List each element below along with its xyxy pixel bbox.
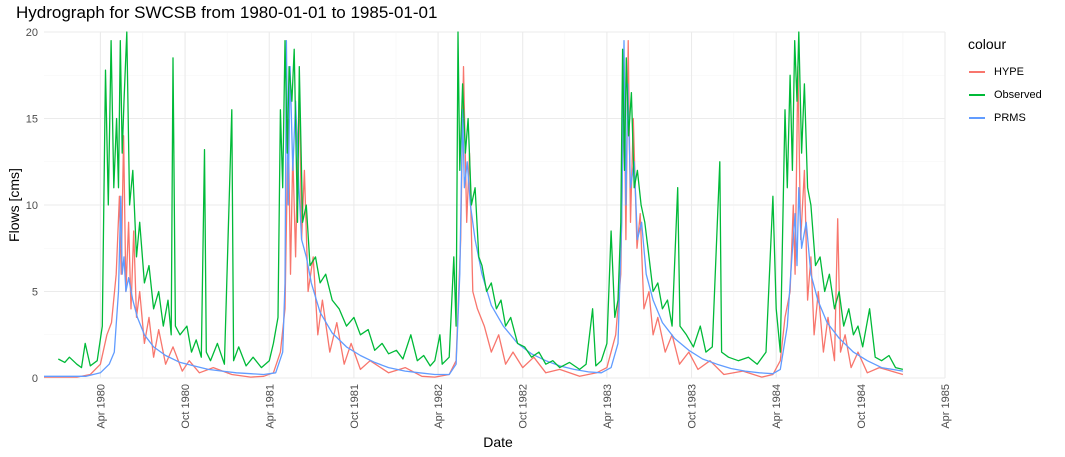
legend-label: Observed — [994, 88, 1042, 101]
series-line-observed — [57, 31, 904, 371]
x-axis-title: Date — [483, 434, 513, 450]
legend-label: HYPE — [994, 65, 1024, 78]
y-axis-title: Flows [cms] — [6, 168, 22, 242]
legend-key-swatch — [969, 116, 985, 119]
grid — [44, 31, 946, 379]
legend-key-swatch — [969, 70, 985, 73]
legend-key-swatch — [969, 93, 985, 96]
y-tick-label: 10 — [26, 200, 38, 212]
x-tick-label: Oct 1982 — [518, 384, 530, 429]
legend-item-prms: PRMS — [968, 106, 1042, 129]
x-tick-label: Apr 1980 — [95, 384, 107, 429]
x-tick-label: Apr 1982 — [433, 384, 445, 429]
chart-title: Hydrograph for SWCSB from 1980-01-01 to … — [16, 3, 438, 22]
y-tick-label: 20 — [26, 27, 38, 39]
x-axis-ticks: Apr 1980 Oct 1980 Apr 1981 Oct 1981 Apr 1982… — [95, 384, 952, 429]
x-tick-label: Apr 1981 — [264, 384, 276, 429]
x-tick-label: Oct 1983 — [687, 384, 699, 429]
y-tick-label: 15 — [26, 114, 38, 126]
x-tick-label: Apr 1983 — [602, 384, 614, 429]
y-tick-label: 0 — [32, 373, 38, 385]
series-line-prms — [44, 40, 904, 377]
legend-item-hype: HYPE — [968, 60, 1042, 83]
y-tick-label: 5 — [32, 287, 38, 299]
legend-items: HYPE Observed PRMS — [968, 60, 1042, 129]
legend-label: PRMS — [994, 111, 1026, 124]
x-tick-label: Apr 1984 — [771, 384, 783, 429]
legend-item-observed: Observed — [968, 83, 1042, 106]
legend: colour HYPE Observed PRMS — [968, 36, 1042, 129]
legend-title: colour — [968, 36, 1007, 52]
series-lines — [44, 31, 904, 378]
x-tick-label: Oct 1984 — [856, 384, 868, 429]
x-tick-label: Apr 1985 — [940, 384, 952, 429]
x-tick-label: Oct 1981 — [349, 384, 361, 429]
x-tick-label: Oct 1980 — [180, 384, 192, 429]
y-axis-ticks: 0 5 10 15 20 — [26, 27, 38, 385]
